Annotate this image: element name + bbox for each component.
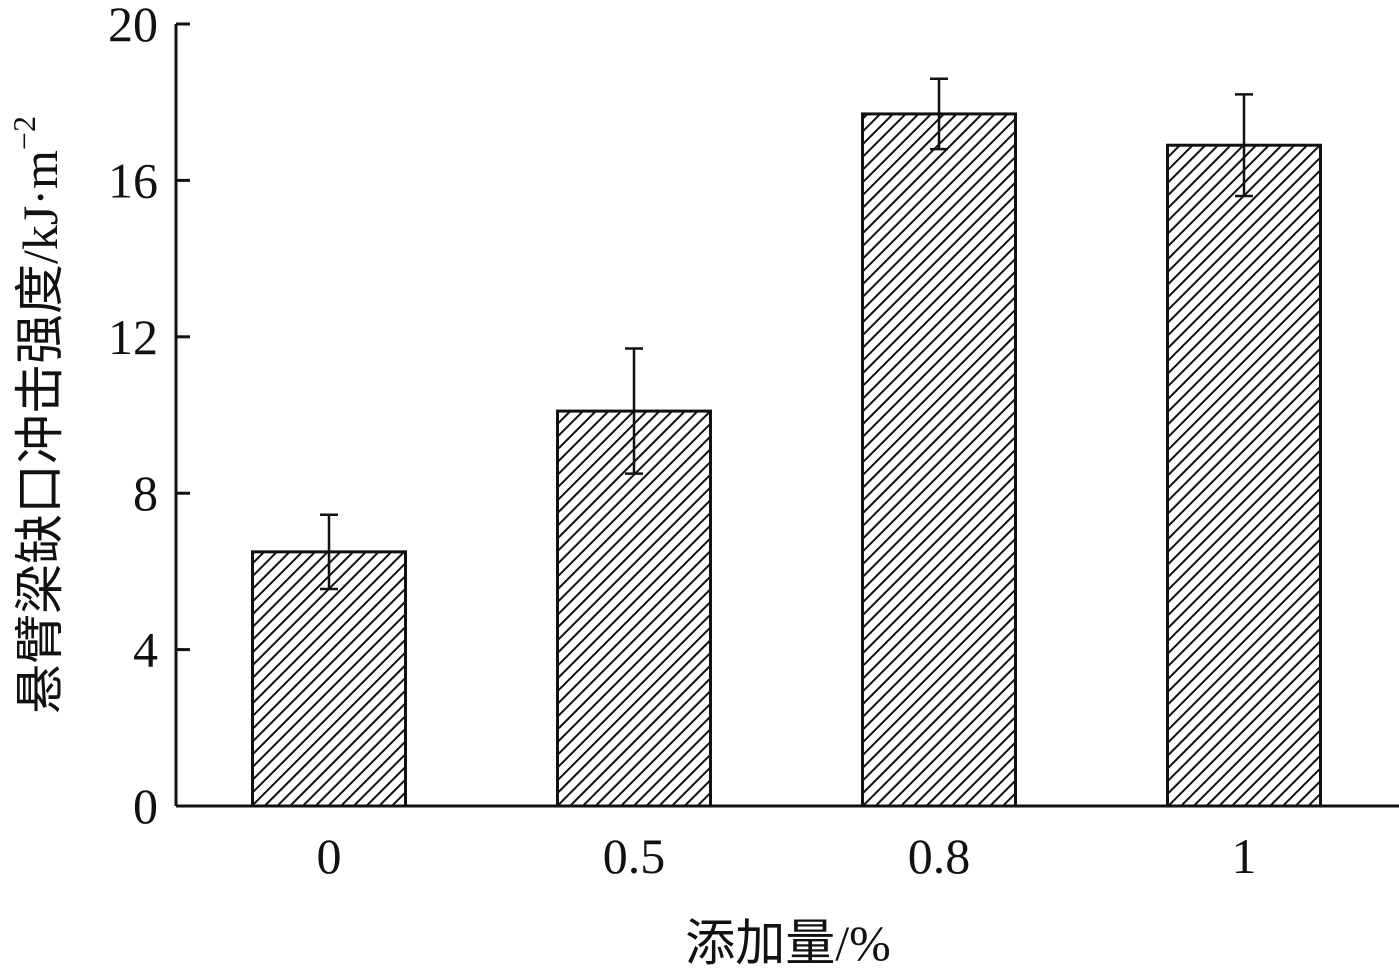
x-axis-title: 添加量/% <box>685 915 891 971</box>
x-tick-label-0: 0 <box>317 828 342 884</box>
x-tick-label-0.5: 0.5 <box>603 828 666 884</box>
error-bars-group <box>320 77 1253 591</box>
bar-1 <box>1166 143 1322 808</box>
y-axis-title: 悬臂梁缺口冲击强度/kJ·m−2 <box>6 116 68 714</box>
x-tick-label-1: 1 <box>1232 828 1257 884</box>
bar-0.5 <box>556 409 712 808</box>
error-bar-1 <box>1235 93 1253 198</box>
y-tick-label-20: 20 <box>108 0 158 52</box>
x-axis-ticks: 0 0.5 0.8 1 <box>317 828 1257 884</box>
error-bar-0 <box>320 513 338 591</box>
error-bar-0.5 <box>625 347 643 475</box>
y-axis-title-main: 悬臂梁缺口冲击强度/kJ·m <box>12 150 68 714</box>
x-tick-label-0.8: 0.8 <box>908 828 971 884</box>
y-tick-label-0: 0 <box>133 778 158 834</box>
y-tick-label-8: 8 <box>133 465 158 521</box>
bar-0.8 <box>861 112 1017 808</box>
y-axis-title-superscript: −2 <box>6 116 42 150</box>
y-tick-label-16: 16 <box>108 152 158 208</box>
bars-group <box>251 112 1322 808</box>
y-tick-label-12: 12 <box>108 309 158 365</box>
bar-0 <box>251 550 407 808</box>
plot-area: 0 4 8 12 16 20 0 0.5 0.8 1 <box>108 0 1399 884</box>
error-bar-0.8 <box>930 77 948 151</box>
y-axis-ticks: 0 4 8 12 16 20 <box>108 0 190 834</box>
y-tick-label-4: 4 <box>133 622 158 678</box>
